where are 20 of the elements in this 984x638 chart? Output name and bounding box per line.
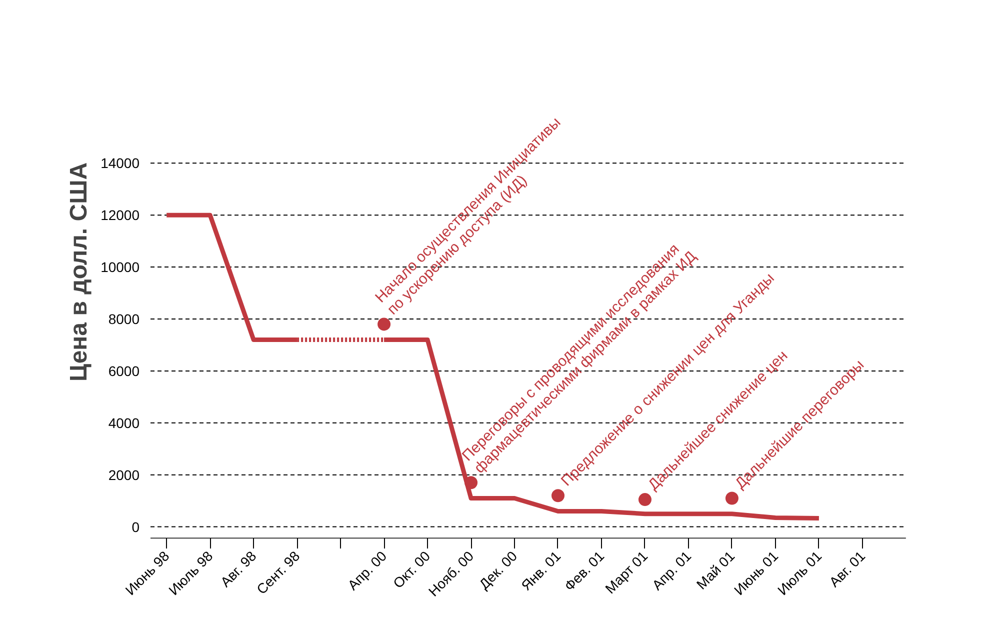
x-tick-label: Дек. 00 <box>476 548 520 592</box>
y-tick-label: 12000 <box>100 207 140 224</box>
point <box>464 476 478 490</box>
x-tick-label: Янв. 01 <box>518 548 564 594</box>
y-tick-label: 10000 <box>100 259 140 276</box>
y-tick-label: 6000 <box>108 362 140 379</box>
x-tick-label: Апр. 01 <box>648 548 694 594</box>
point <box>378 318 391 331</box>
y-tick-label: 14000 <box>100 155 140 172</box>
point <box>552 489 564 502</box>
x-tick-label: Апр. 00 <box>344 548 390 594</box>
point <box>725 492 738 505</box>
y-tick-label: 2000 <box>108 466 140 483</box>
point <box>638 493 652 506</box>
y-tick-label: 8000 <box>108 311 140 328</box>
y-tick-label: 4000 <box>108 414 140 431</box>
x-tick-label: Авг. 01 <box>826 548 868 590</box>
y-tick-label: 0 <box>132 518 140 535</box>
x-tick-label: Авг. 98 <box>217 548 260 590</box>
y-axis-title: Цена в долл. США <box>66 162 93 382</box>
